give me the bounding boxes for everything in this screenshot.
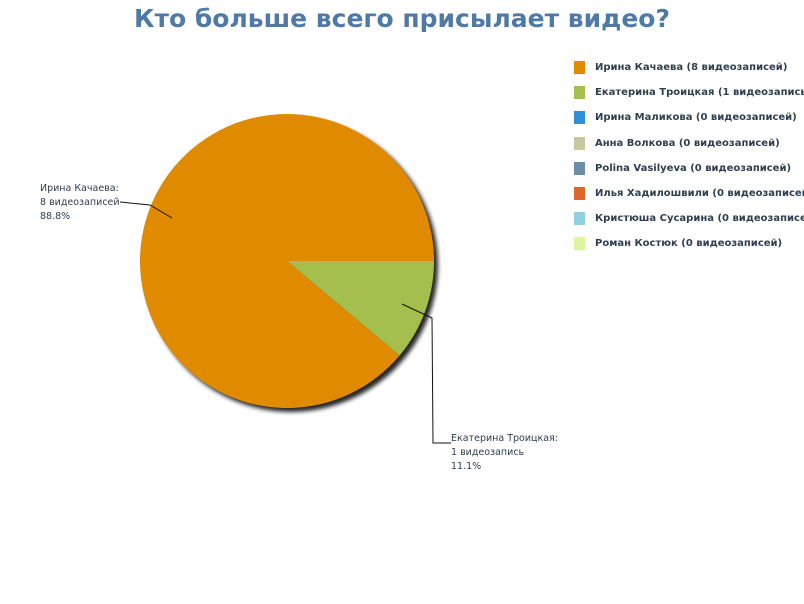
slice-label-1-line-1: Ирина Качаева: xyxy=(40,183,119,194)
legend-label: Роман Костюк (0 видеозаписей) xyxy=(595,238,783,250)
legend-label: Илья Хадилошвили (0 видеозаписей) xyxy=(595,188,804,200)
legend-swatch xyxy=(574,212,585,226)
pie-slice-2[interactable] xyxy=(287,261,434,356)
legend-swatch xyxy=(574,187,585,201)
slice-label-2-line-1: Екатерина Троицкая: xyxy=(451,433,558,444)
legend-swatch xyxy=(574,61,585,75)
legend-label: Кристюша Сусарина (0 видеозаписей) xyxy=(595,213,804,225)
legend-item[interactable]: Polina Vasilyeva (0 видеозаписей) xyxy=(574,156,802,181)
legend-item[interactable]: Кристюша Сусарина (0 видеозаписей) xyxy=(574,206,804,231)
legend-item[interactable]: Ирина Маликова (0 видеозаписей) xyxy=(574,105,802,130)
legend-item[interactable]: Екатерина Троицкая (1 видеозапись) xyxy=(574,80,804,105)
slice-label-1-line-2: 8 видеозаписей xyxy=(40,197,120,208)
legend-item[interactable]: Анна Волкова (0 видеозаписей) xyxy=(574,131,802,156)
legend-label: Polina Vasilyeva (0 видеозаписей) xyxy=(595,162,792,174)
legend-swatch xyxy=(574,161,585,175)
slice-label-1-line-3: 88.8% xyxy=(40,211,70,222)
legend-label: Ирина Маликова (0 видеозаписей) xyxy=(595,112,797,124)
legend-swatch xyxy=(574,136,585,150)
slice-label-2-line-3: 11.1% xyxy=(451,461,481,472)
legend-item[interactable]: Илья Хадилошвили (0 видеозаписей) xyxy=(574,181,804,206)
legend-item[interactable]: Роман Костюк (0 видеозаписей) xyxy=(574,231,802,256)
chart-legend: Ирина Качаева (8 видеозаписей) Екатерина … xyxy=(574,55,804,257)
legend-label: Анна Волкова (0 видеозаписей) xyxy=(595,137,780,149)
legend-swatch xyxy=(574,86,585,100)
legend-item[interactable]: Ирина Качаева (8 видеозаписей) xyxy=(574,55,802,80)
legend-label: Екатерина Троицкая (1 видеозапись) xyxy=(595,87,804,99)
legend-label: Ирина Качаева (8 видеозаписей) xyxy=(595,62,788,74)
callout-line-1 xyxy=(119,201,173,219)
slice-label-2-line-2: 1 видеозапись xyxy=(451,447,525,458)
legend-swatch xyxy=(574,237,585,251)
legend-swatch xyxy=(574,111,585,125)
callout-line-2 xyxy=(401,303,451,444)
chart-title: Кто больше всего присылает видео? xyxy=(134,4,670,33)
